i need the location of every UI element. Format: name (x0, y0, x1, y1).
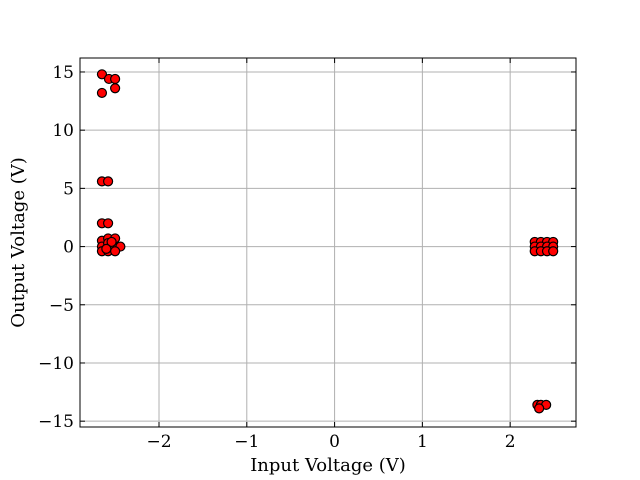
data-point (102, 176, 114, 187)
y-tick-label: −15 (38, 412, 74, 432)
data-points (96, 69, 559, 414)
data-point (110, 83, 121, 94)
x-tick-label: −1 (234, 432, 259, 452)
y-tick-label: 5 (63, 179, 74, 199)
x-tick-label: 2 (505, 432, 516, 452)
data-point (110, 73, 121, 85)
y-tick-label: 15 (52, 63, 74, 83)
y-tick-label: 0 (63, 238, 74, 258)
data-point (96, 87, 108, 99)
data-point (534, 403, 545, 414)
x-axis-label: Input Voltage (V) (250, 455, 406, 476)
data-point (101, 243, 112, 255)
x-tick-label: −2 (146, 432, 171, 452)
data-point (106, 236, 117, 248)
x-tick-label: 1 (417, 432, 428, 452)
data-point (102, 218, 114, 229)
data-point (96, 69, 108, 80)
y-axis-label: Output Voltage (V) (8, 157, 29, 328)
y-tick-label: −10 (38, 354, 74, 374)
y-tick-label: −5 (49, 296, 74, 316)
x-tick-label: 0 (329, 432, 340, 452)
data-point (110, 246, 121, 257)
plot-frame (79, 57, 577, 428)
data-point (548, 246, 559, 257)
y-tick-label: 10 (52, 121, 74, 141)
grid (80, 58, 576, 427)
